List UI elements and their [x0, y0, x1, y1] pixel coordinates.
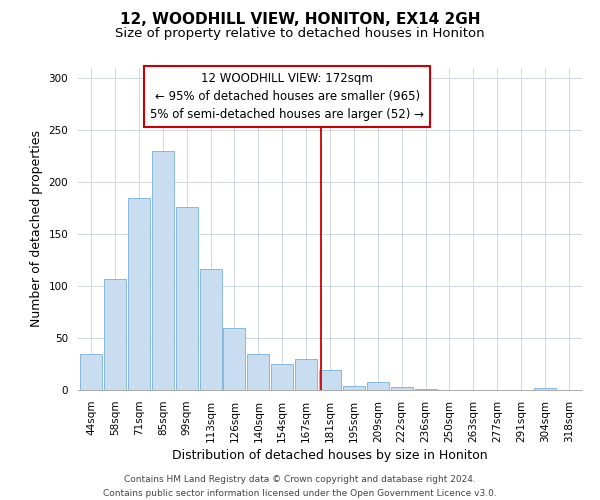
- X-axis label: Distribution of detached houses by size in Honiton: Distribution of detached houses by size …: [172, 449, 488, 462]
- Text: 12, WOODHILL VIEW, HONITON, EX14 2GH: 12, WOODHILL VIEW, HONITON, EX14 2GH: [120, 12, 480, 28]
- Bar: [343, 386, 365, 390]
- Bar: [128, 198, 150, 390]
- Text: Size of property relative to detached houses in Honiton: Size of property relative to detached ho…: [115, 28, 485, 40]
- Bar: [80, 354, 102, 390]
- Bar: [319, 370, 341, 390]
- Bar: [295, 359, 317, 390]
- Bar: [391, 387, 413, 390]
- Bar: [176, 207, 197, 390]
- Bar: [104, 278, 126, 390]
- Bar: [223, 328, 245, 390]
- Bar: [415, 389, 437, 390]
- Bar: [247, 354, 269, 390]
- Y-axis label: Number of detached properties: Number of detached properties: [30, 130, 43, 327]
- Bar: [367, 382, 389, 390]
- Text: Contains HM Land Registry data © Crown copyright and database right 2024.
Contai: Contains HM Land Registry data © Crown c…: [103, 476, 497, 498]
- Bar: [271, 364, 293, 390]
- Bar: [534, 388, 556, 390]
- Bar: [200, 270, 221, 390]
- Bar: [152, 150, 174, 390]
- Text: 12 WOODHILL VIEW: 172sqm
← 95% of detached houses are smaller (965)
5% of semi-d: 12 WOODHILL VIEW: 172sqm ← 95% of detach…: [150, 72, 424, 122]
